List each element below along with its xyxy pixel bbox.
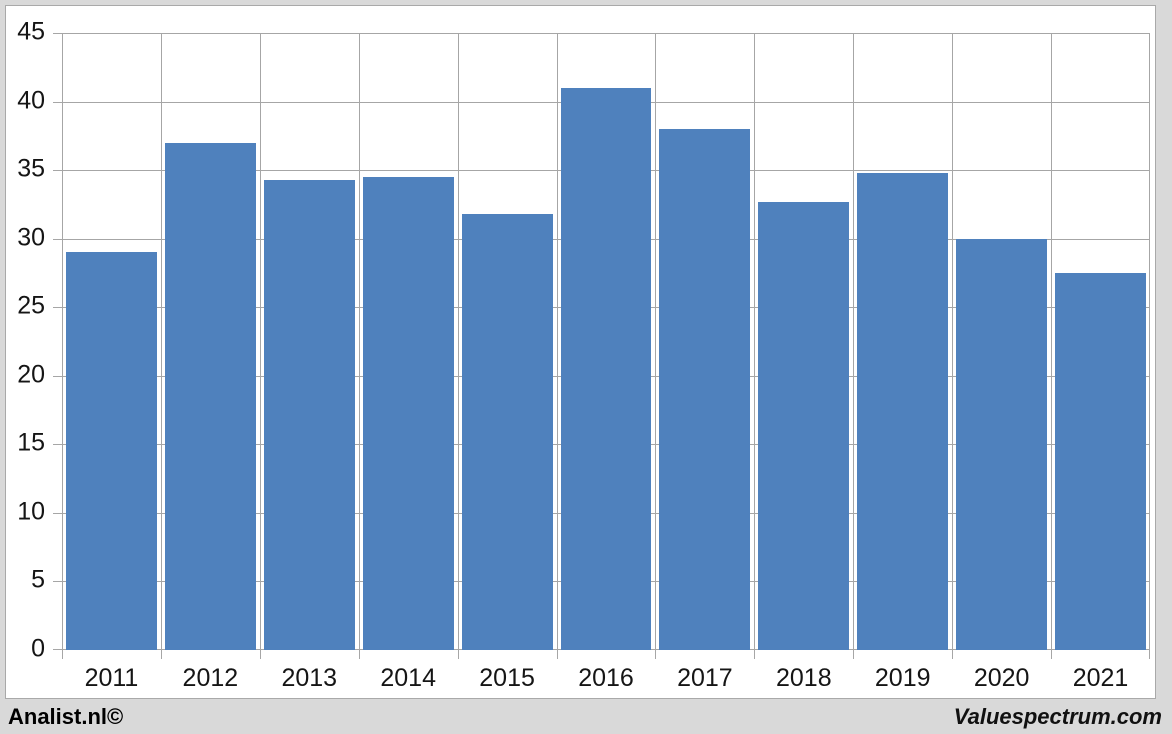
chart-panel: 0 5 10 15 20 25 30 35 40 45 2011 2012 2013 2014 2015 20… [5,5,1156,699]
y-axis-tick-label: 15 [17,428,45,457]
gridline-vertical [655,33,657,650]
x-axis-tick [1149,650,1150,659]
x-axis-tick [853,650,855,659]
y-axis-tick [53,101,62,103]
gridline-vertical [62,33,63,650]
bar-2020 [956,238,1048,650]
gridline-vertical [457,33,459,650]
bar-2011 [65,252,157,650]
x-axis-tick [457,650,459,659]
x-axis-tick [556,650,558,659]
attribution-left: Analist.nl© [8,703,124,729]
y-axis-tick [53,581,62,583]
gridline-vertical [952,33,954,650]
y-axis-tick [53,307,62,309]
x-axis-tick [62,650,63,659]
x-axis-tick-label: 2017 [677,664,733,692]
x-axis-tick-label: 2018 [776,664,832,692]
gridline-vertical [1149,33,1150,650]
footer-bar: Analist.nl© Valuespectrum.com [0,701,1172,734]
x-axis-tick [1051,650,1053,659]
y-axis-tick-label: 5 [31,566,45,595]
gridline-vertical [754,33,756,650]
bar-2016 [560,87,652,650]
x-axis-tick [754,650,756,659]
y-axis-tick-label: 20 [17,360,45,389]
gridline-vertical [259,33,261,650]
y-axis-tick-label: 30 [17,223,45,252]
y-axis-tick [53,33,62,34]
y-axis-tick-label: 25 [17,291,45,320]
y-axis-tick-label: 35 [17,154,45,183]
gridline-vertical [1051,33,1053,650]
gridline-vertical [556,33,558,650]
x-axis-tick-label: 2014 [380,664,436,692]
bar-2013 [263,179,355,650]
y-axis-tick-label: 0 [31,634,45,663]
x-axis-tick-label: 2012 [182,664,239,692]
plot-area: 0 5 10 15 20 25 30 35 40 45 2011 2012 2013 2014 2015 20… [17,18,1150,692]
y-axis-tick [53,238,62,240]
y-axis-tick-label: 40 [17,86,45,115]
y-axis-tick [53,649,62,650]
x-axis-tick-label: 2019 [874,664,931,692]
gridline-vertical [160,33,162,650]
x-axis-tick-label: 2020 [973,664,1030,692]
bar-2019 [857,172,949,650]
x-axis-tick [358,650,360,659]
bar-2018 [758,201,850,650]
y-axis-tick-label: 10 [17,497,45,526]
y-axis-tick [53,444,62,446]
x-axis-tick-label: 2013 [281,664,338,692]
gridline-vertical [358,33,360,650]
x-axis-tick [655,650,657,659]
x-axis-tick-label: 2016 [578,664,634,692]
bar-2021 [1055,272,1147,650]
gridline-vertical [853,33,855,650]
attribution-right: Valuespectrum.com [953,703,1162,729]
x-axis-tick [160,650,162,659]
x-axis-tick-label: 2011 [84,664,139,692]
y-axis-tick [53,512,62,514]
x-axis-tick [259,650,261,659]
bar-2012 [164,142,256,650]
x-axis-tick-label: 2015 [479,664,535,692]
x-axis-tick-label: 2021 [1072,664,1129,692]
y-axis-tick-label: 45 [17,17,45,46]
gridline-horizontal [62,33,1150,34]
x-axis-tick [952,650,954,659]
bar-2015 [461,214,553,650]
bar-2017 [659,128,751,650]
y-axis-tick [53,170,62,172]
y-axis-tick [53,375,62,377]
bar-2014 [362,176,454,650]
